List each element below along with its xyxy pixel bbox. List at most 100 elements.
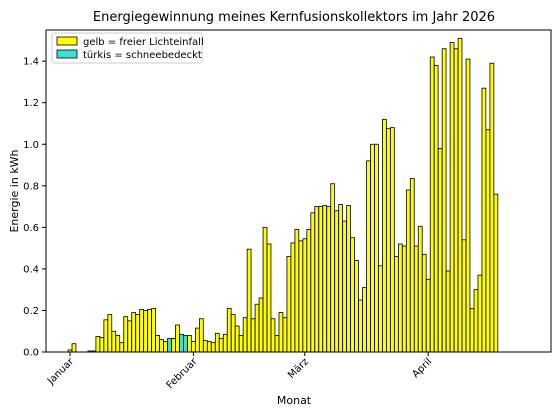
x-axis: Januar Februar März April	[45, 352, 434, 391]
bar-free-93	[433, 64, 439, 353]
bar-free-68	[334, 210, 340, 353]
x-tick-label: Januar	[45, 356, 77, 388]
bar-free-106	[485, 129, 491, 353]
legend-box	[51, 32, 203, 64]
x-tick-label: April	[410, 356, 434, 380]
bar-free-87	[409, 178, 415, 353]
bar-free-10	[103, 319, 109, 353]
bar-free-16	[127, 320, 133, 353]
bar-free-103	[473, 289, 479, 353]
bar-free-53	[274, 334, 280, 353]
bar-free-71	[346, 205, 351, 353]
bar-free-27	[171, 338, 176, 353]
bar-free-25	[163, 341, 168, 353]
bar-snow-29	[179, 333, 184, 353]
x-axis-label: Monat	[277, 394, 312, 407]
bar-free-78	[374, 143, 379, 353]
bar-free-80	[382, 118, 387, 353]
bar-free-52	[270, 318, 276, 353]
bar-free-41	[226, 307, 232, 353]
bar-free-76	[366, 160, 371, 353]
bar-free-94	[437, 148, 443, 353]
bar-free-105	[481, 87, 487, 353]
bar-free-56	[286, 256, 292, 353]
y-axis-label: Energie in kWh	[8, 149, 21, 232]
bar-free-88	[413, 245, 419, 353]
bar-free-90	[421, 253, 427, 353]
bar-free-60	[302, 238, 308, 353]
bar-free-98	[453, 48, 459, 353]
bar-free-43	[234, 325, 240, 353]
bar-free-36	[206, 341, 212, 353]
bar-free-33	[195, 327, 200, 353]
bar-free-104	[477, 274, 483, 353]
bar-free-44	[238, 334, 244, 353]
bar-free-69	[338, 204, 343, 353]
bar-free-50	[262, 226, 268, 353]
bar-free-89	[417, 225, 423, 353]
legend-swatch-free	[56, 36, 78, 46]
bar-free-83	[394, 256, 399, 353]
bar-free-64	[318, 206, 324, 353]
bar-free-42	[230, 314, 236, 353]
bar-free-65	[322, 205, 328, 353]
bar-free-19	[139, 309, 144, 353]
bar-free-58	[294, 229, 300, 353]
bar-free-59	[298, 240, 304, 353]
y-tick-label: 0.6	[23, 223, 39, 234]
bar-free-14	[119, 342, 125, 353]
bar-free-15	[123, 316, 129, 353]
bar-free-95	[441, 48, 447, 353]
bar-free-55	[282, 317, 288, 353]
bar-free-8	[95, 336, 101, 353]
bar-free-28	[175, 324, 180, 353]
legend-label-snow: türkis = schneebedeckt	[83, 50, 202, 61]
bar-free-57	[290, 242, 296, 353]
bar-free-82	[390, 127, 395, 353]
bar-free-39	[218, 338, 224, 353]
bar-free-73	[354, 260, 359, 353]
bar-free-46	[246, 248, 252, 353]
bar-free-54	[278, 312, 284, 353]
bar-free-9	[99, 337, 105, 353]
y-tick-label: 1.2	[23, 98, 39, 109]
bar-free-99	[457, 37, 463, 353]
y-axis: 0.0 0.2 0.4 0.6 0.8 1.0 1.2 1.4	[23, 57, 46, 359]
bar-free-96	[445, 270, 451, 353]
bar-free-61	[306, 229, 312, 353]
bar-free-18	[135, 314, 141, 353]
bar-free-86	[405, 189, 411, 353]
bar-free-2	[71, 343, 77, 353]
bar-free-47	[250, 318, 256, 353]
bar-free-92	[429, 56, 435, 353]
legend-swatch-snow	[56, 49, 78, 59]
y-tick-label: 0.0	[23, 348, 39, 359]
y-tick-label: 0.4	[23, 264, 39, 275]
bar-free-11	[107, 314, 113, 353]
x-tick-label: März	[286, 356, 311, 381]
bar-free-20	[143, 310, 148, 353]
bar-free-24	[159, 339, 164, 353]
bar-free-100	[461, 239, 467, 353]
bar-free-85	[401, 245, 407, 353]
bar-free-74	[358, 299, 363, 353]
bar-free-102	[469, 307, 475, 353]
bar-free-67	[330, 183, 336, 353]
bar-free-84	[397, 243, 403, 353]
bar-free-108	[493, 193, 499, 353]
bar-free-45	[242, 317, 248, 353]
bar-free-34	[198, 318, 204, 353]
bar-snow-26	[167, 338, 172, 353]
x-tick-label: Februar	[165, 356, 201, 392]
y-tick-label: 1.4	[23, 57, 39, 68]
bar-free-101	[465, 58, 471, 353]
bar-free-31	[187, 334, 192, 353]
bar-snow-30	[183, 334, 188, 353]
y-tick-label: 0.8	[23, 181, 39, 192]
bar-free-49	[258, 297, 264, 353]
bar-free-75	[362, 287, 367, 353]
plot-frame	[45, 29, 552, 353]
bar-free-62	[310, 212, 316, 353]
bar-free-32	[191, 341, 196, 353]
